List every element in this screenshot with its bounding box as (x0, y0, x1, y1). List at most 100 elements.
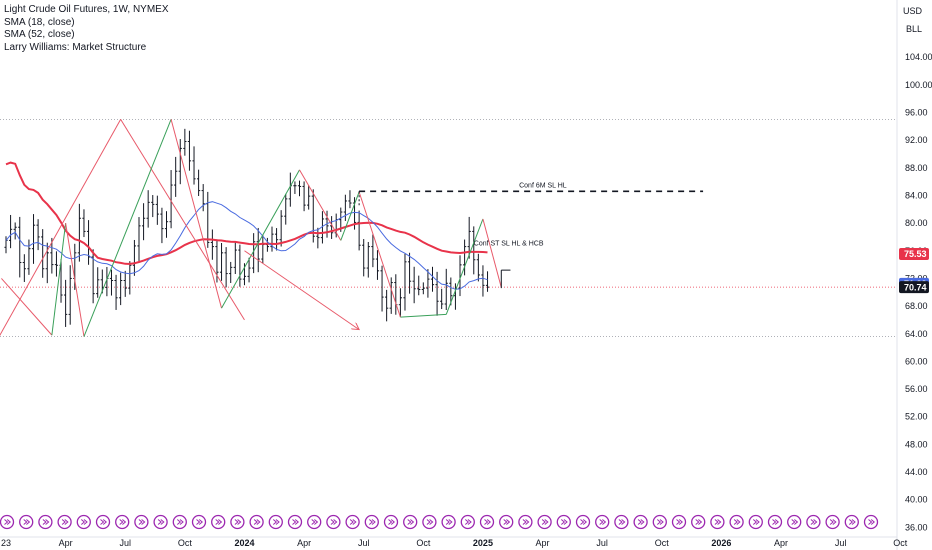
event-icon[interactable] (710, 514, 725, 530)
event-icon-glyph (138, 519, 146, 525)
y-tick-label: 48.00 (905, 439, 928, 449)
ohlc-bar (261, 235, 265, 264)
x-tick-label: Oct (893, 538, 908, 548)
ohlc-bar (54, 251, 59, 277)
event-icon[interactable] (249, 514, 264, 530)
event-icon-glyph (292, 519, 299, 525)
event-icon[interactable] (537, 514, 552, 530)
structure-line-9 (340, 191, 360, 241)
chart-title[interactable]: Light Crude Oil Futures, 1W, NYMEX (4, 4, 169, 15)
ohlc-bar (155, 195, 159, 225)
unit-label[interactable]: BLL (905, 24, 922, 34)
ohlc-bar (440, 288, 444, 310)
ohlc-bar (8, 214, 13, 249)
event-icon[interactable] (787, 514, 802, 530)
event-icon[interactable] (172, 514, 187, 530)
event-icon[interactable] (863, 514, 879, 530)
ohlc-bar (302, 181, 306, 212)
event-icon[interactable] (0, 514, 15, 530)
indicator-sma52[interactable]: SMA (52, close) (4, 29, 75, 40)
ohlc-bar (119, 272, 123, 306)
event-icon-glyph (368, 519, 376, 525)
ohlc-bar (307, 185, 311, 210)
event-icon[interactable] (556, 514, 571, 530)
event-icon-glyph (196, 519, 203, 525)
event-icon-glyph (253, 519, 261, 525)
event-icon-glyph (503, 519, 511, 525)
event-icon[interactable] (460, 514, 475, 530)
event-icon[interactable] (614, 514, 629, 530)
event-icon[interactable] (268, 514, 283, 530)
indicator-sma18[interactable]: SMA (18, close) (4, 16, 75, 28)
ohlc-bar (398, 288, 402, 318)
indicator-market-structure[interactable]: Larry Williams: Market Structure (4, 41, 147, 53)
event-icon[interactable] (729, 514, 744, 530)
event-icon[interactable] (441, 514, 456, 530)
event-icon[interactable] (364, 514, 379, 530)
event-icon[interactable] (691, 514, 706, 530)
event-icon[interactable] (191, 514, 207, 530)
event-icon[interactable] (748, 514, 763, 530)
event-icon-glyph (829, 519, 837, 525)
event-icon[interactable] (767, 514, 783, 530)
event-icon[interactable] (57, 514, 72, 530)
structure-line-4 (65, 223, 85, 337)
ohlc-bar (164, 211, 169, 238)
event-icon-glyph (580, 519, 587, 525)
event-icon[interactable] (19, 514, 34, 530)
event-icon[interactable] (211, 514, 226, 530)
event-icon-glyph (599, 519, 607, 525)
event-icon[interactable] (287, 514, 303, 530)
ohlc-bar (238, 244, 242, 287)
event-icon-glyph (407, 519, 415, 525)
event-icon[interactable] (38, 514, 53, 530)
event-icon[interactable] (671, 514, 687, 530)
event-icon[interactable] (383, 514, 399, 530)
event-icon[interactable] (95, 514, 111, 530)
ohlc-bar (297, 180, 302, 197)
event-icon[interactable] (825, 514, 840, 530)
event-icon-glyph (426, 519, 434, 525)
ohlc-bar (123, 270, 127, 297)
event-icon[interactable] (479, 514, 495, 530)
ohlc-bar (403, 253, 407, 311)
event-icon[interactable] (633, 514, 648, 530)
event-icon[interactable] (499, 514, 514, 530)
ohlc-bar (270, 226, 274, 252)
ohlc-bar (31, 214, 36, 264)
event-icon[interactable] (134, 514, 149, 530)
event-icon[interactable] (806, 514, 821, 530)
y-tick-label: 100.00 (905, 80, 932, 90)
event-icon[interactable] (153, 514, 168, 530)
event-icon[interactable] (575, 514, 591, 530)
event-icon[interactable] (403, 514, 418, 530)
x-tick-label: Jul (596, 538, 608, 548)
event-icon-glyph (311, 519, 319, 525)
event-icon[interactable] (230, 514, 245, 530)
event-icon[interactable] (307, 514, 322, 530)
event-icon[interactable] (844, 514, 859, 530)
currency-label[interactable]: USD (902, 6, 922, 16)
ohlc-bar (311, 189, 315, 243)
x-tick-label: Oct (655, 538, 670, 548)
event-icon-glyph (484, 519, 491, 525)
event-icon[interactable] (326, 514, 341, 530)
event-icon-glyph (272, 519, 280, 525)
event-icon[interactable] (652, 514, 667, 530)
ohlc-bar (426, 269, 430, 298)
y-tick-label: 88.00 (905, 163, 928, 173)
ohlc-bar (233, 242, 237, 274)
ohlc-bar (192, 146, 196, 185)
y-tick-label: 64.00 (905, 329, 928, 339)
event-icon[interactable] (422, 514, 437, 530)
event-icon[interactable] (518, 514, 533, 530)
event-icon[interactable] (595, 514, 610, 530)
ohlc-bar (407, 252, 412, 294)
badge-bg (899, 248, 929, 261)
event-icon[interactable] (115, 514, 130, 530)
event-icon[interactable] (345, 514, 360, 530)
ohlc-bar (50, 237, 54, 274)
event-icon-glyph (791, 519, 799, 525)
event-icon[interactable] (76, 514, 91, 530)
